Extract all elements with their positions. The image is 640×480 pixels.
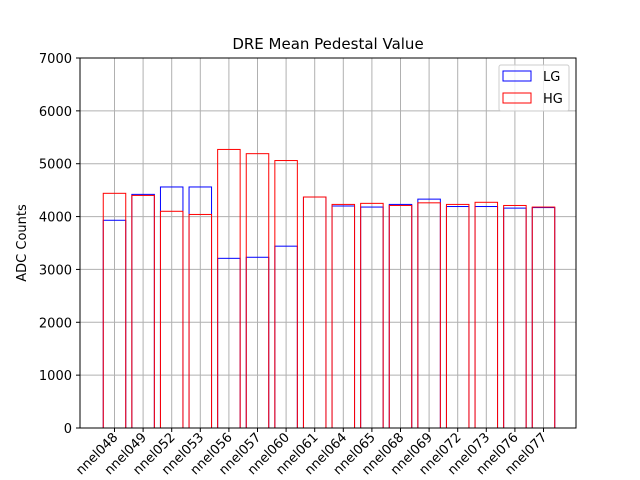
y-axis: 0 1000 2000 3000 4000 5000 6000 7000 bbox=[39, 52, 80, 437]
y-tick-label: 0 bbox=[64, 422, 72, 437]
x-axis: nnel048nnel049nnel052nnel053nnel056nnel0… bbox=[73, 428, 550, 478]
y-tick-label: 6000 bbox=[39, 105, 72, 120]
legend: LG HG bbox=[498, 64, 570, 112]
y-tick-label: 1000 bbox=[39, 369, 72, 384]
y-tick-label: 4000 bbox=[39, 211, 72, 226]
legend-swatch-hg bbox=[502, 92, 532, 104]
grid bbox=[80, 57, 576, 429]
chart-title: DRE Mean Pedestal Value bbox=[232, 35, 423, 53]
legend-swatch-lg bbox=[502, 70, 532, 82]
bars bbox=[102, 148, 556, 429]
legend-box bbox=[498, 64, 570, 112]
legend-label-hg: HG bbox=[543, 92, 563, 107]
y-tick-label: 7000 bbox=[39, 52, 72, 67]
y-tick-label: 3000 bbox=[39, 263, 72, 278]
y-axis-label: ADC Counts bbox=[15, 204, 30, 282]
legend-label-lg: LG bbox=[543, 70, 560, 85]
plot-frame bbox=[79, 57, 577, 429]
y-tick-label: 5000 bbox=[39, 158, 72, 173]
y-tick-label: 2000 bbox=[39, 316, 72, 331]
